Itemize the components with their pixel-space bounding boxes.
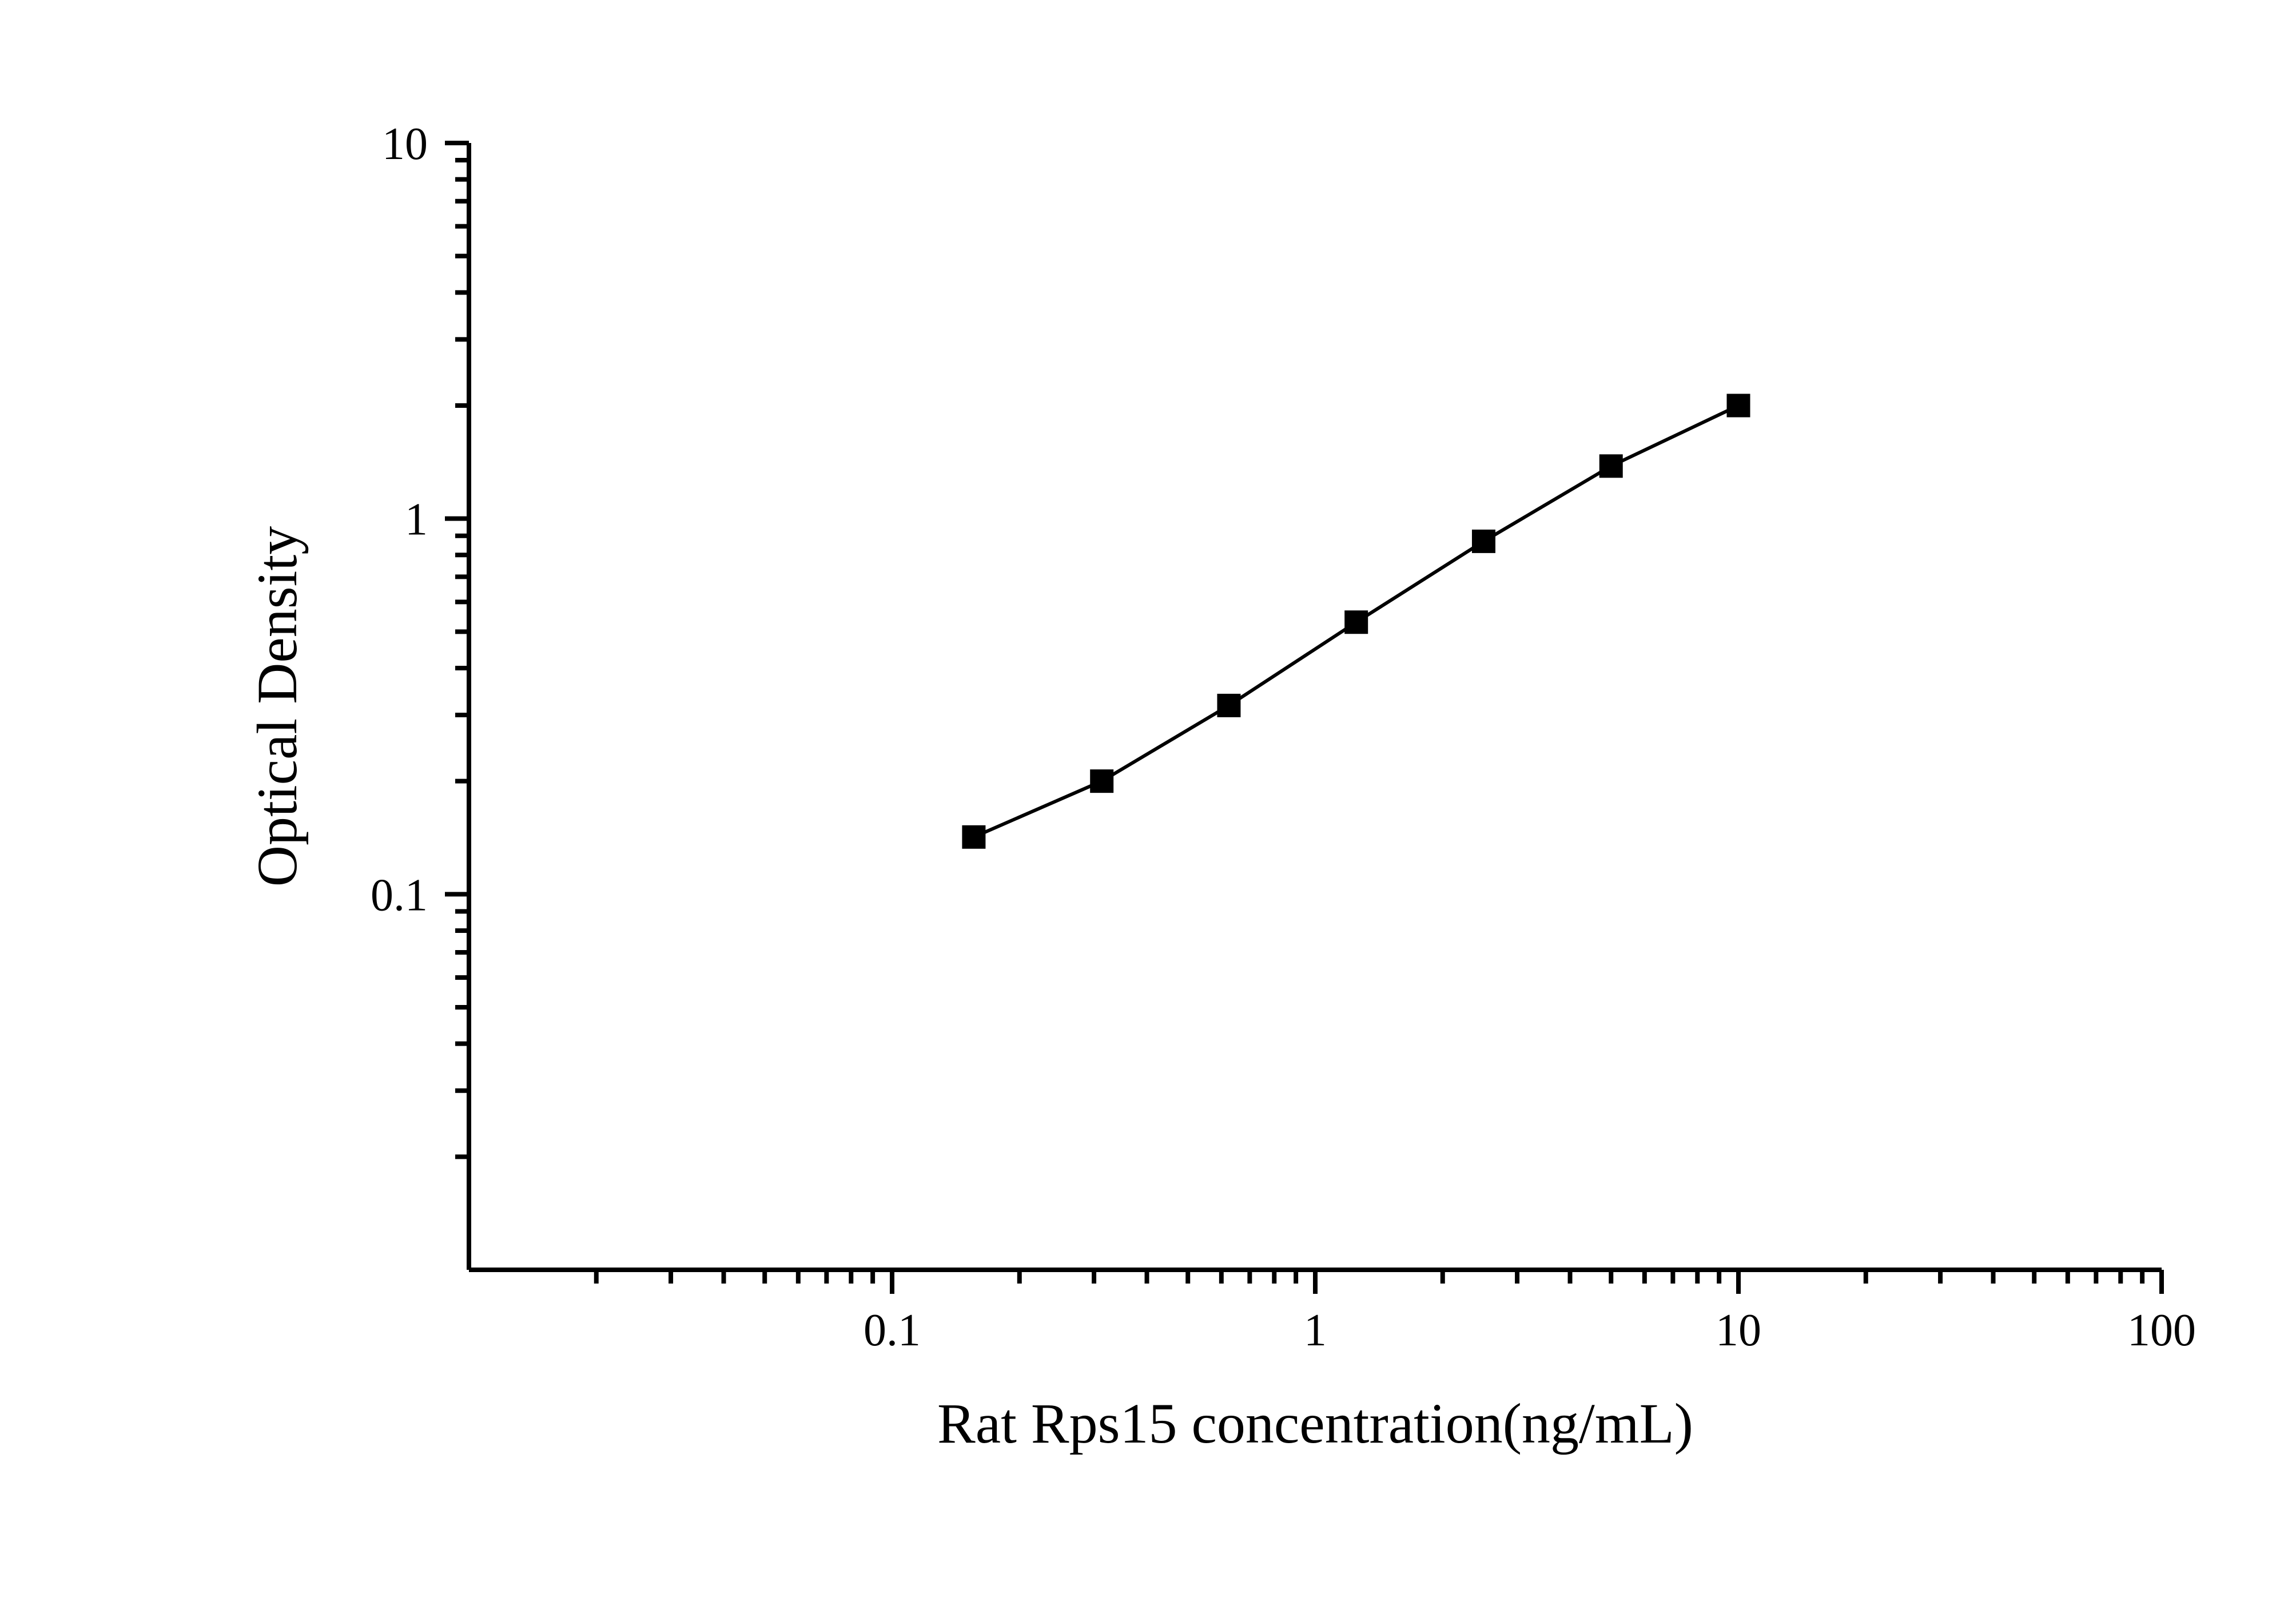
x-tick-label: 100 [2127, 1305, 2196, 1356]
y-tick-label: 1 [405, 495, 428, 545]
data-marker [1727, 394, 1750, 417]
x-tick-label: 0.1 [864, 1305, 921, 1356]
x-tick-label: 1 [1304, 1305, 1327, 1356]
x-axis-label: Rat Rps15 concentration(ng/mL) [937, 1392, 1693, 1455]
data-marker [1472, 530, 1495, 553]
log-log-chart: 0.1 1 10 100 0.1 1 10 Rat Rps15 concentration(n… [0, 0, 2296, 1605]
data-marker [962, 825, 985, 848]
data-marker [1091, 770, 1113, 793]
y-axis-label: Optical Density [245, 526, 309, 887]
y-tick-label: 10 [382, 119, 428, 169]
data-marker [1599, 455, 1622, 478]
x-tick-label: 10 [1716, 1305, 1761, 1356]
y-tick-label: 0.1 [371, 870, 428, 920]
data-marker [1345, 611, 1368, 634]
chart-container: 0.1 1 10 100 0.1 1 10 Rat Rps15 concentration(n… [0, 0, 2296, 1605]
data-marker [1217, 694, 1240, 717]
